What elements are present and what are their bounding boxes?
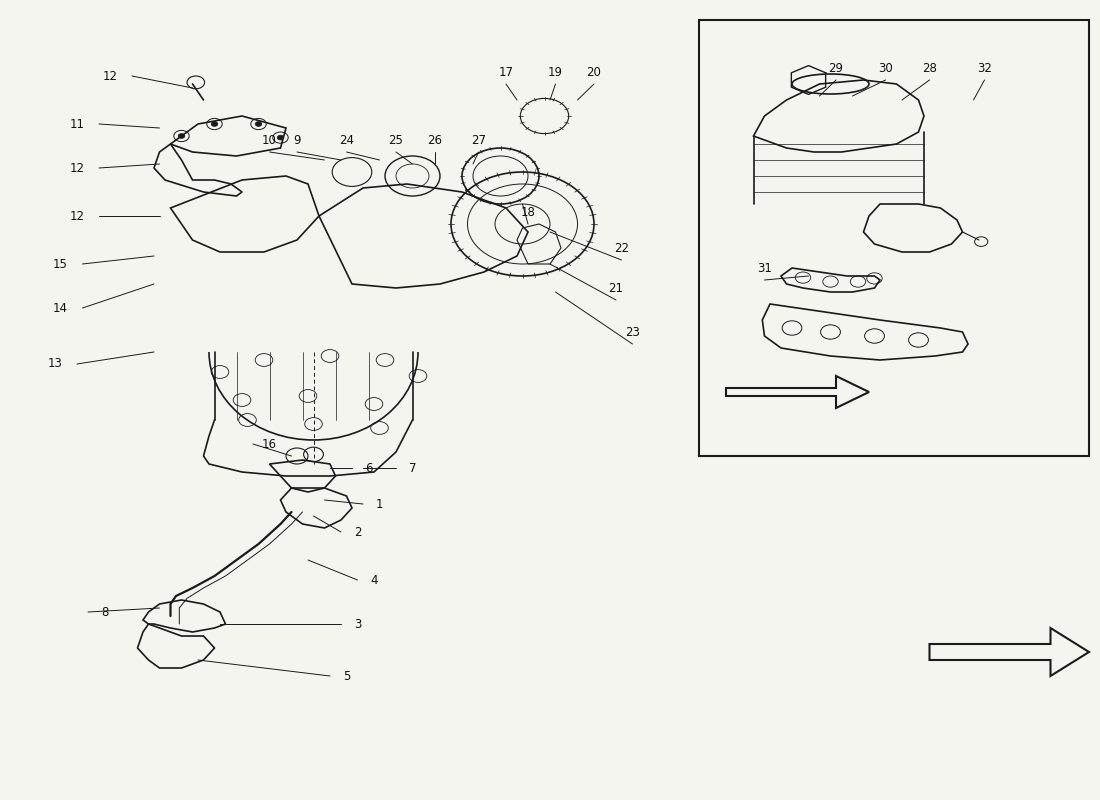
- Text: 17: 17: [498, 66, 514, 78]
- Text: 26: 26: [427, 134, 442, 146]
- Text: 25: 25: [388, 134, 404, 146]
- Text: 12: 12: [102, 70, 118, 82]
- Text: 4: 4: [371, 574, 377, 586]
- Text: 8: 8: [101, 606, 108, 618]
- Text: 28: 28: [922, 62, 937, 74]
- Text: 9: 9: [294, 134, 300, 146]
- Circle shape: [211, 122, 218, 126]
- Circle shape: [178, 134, 185, 138]
- Text: 18: 18: [520, 206, 536, 218]
- Text: 7: 7: [409, 462, 416, 474]
- Text: 16: 16: [262, 438, 277, 450]
- Text: 13: 13: [47, 358, 63, 370]
- Text: 6: 6: [365, 462, 372, 474]
- Text: 30: 30: [878, 62, 893, 74]
- Text: 14: 14: [53, 302, 68, 314]
- Text: 27: 27: [471, 134, 486, 146]
- Text: 15: 15: [53, 258, 68, 270]
- Text: 22: 22: [614, 242, 629, 254]
- Text: 5: 5: [343, 670, 350, 682]
- Text: 2: 2: [354, 526, 361, 538]
- Text: 12: 12: [69, 162, 85, 174]
- Text: 32: 32: [977, 62, 992, 74]
- Text: 29: 29: [828, 62, 844, 74]
- Circle shape: [277, 135, 284, 140]
- Text: 31: 31: [757, 262, 772, 274]
- Text: 11: 11: [69, 118, 85, 130]
- Text: 21: 21: [608, 282, 624, 294]
- Text: 23: 23: [625, 326, 640, 338]
- Text: 20: 20: [586, 66, 602, 78]
- Text: 19: 19: [548, 66, 563, 78]
- Text: 24: 24: [339, 134, 354, 146]
- Bar: [698, 20, 1089, 456]
- Text: 3: 3: [354, 618, 361, 630]
- Circle shape: [255, 122, 262, 126]
- Text: 10: 10: [262, 134, 277, 146]
- Text: 12: 12: [69, 210, 85, 222]
- Text: 1: 1: [376, 498, 383, 510]
